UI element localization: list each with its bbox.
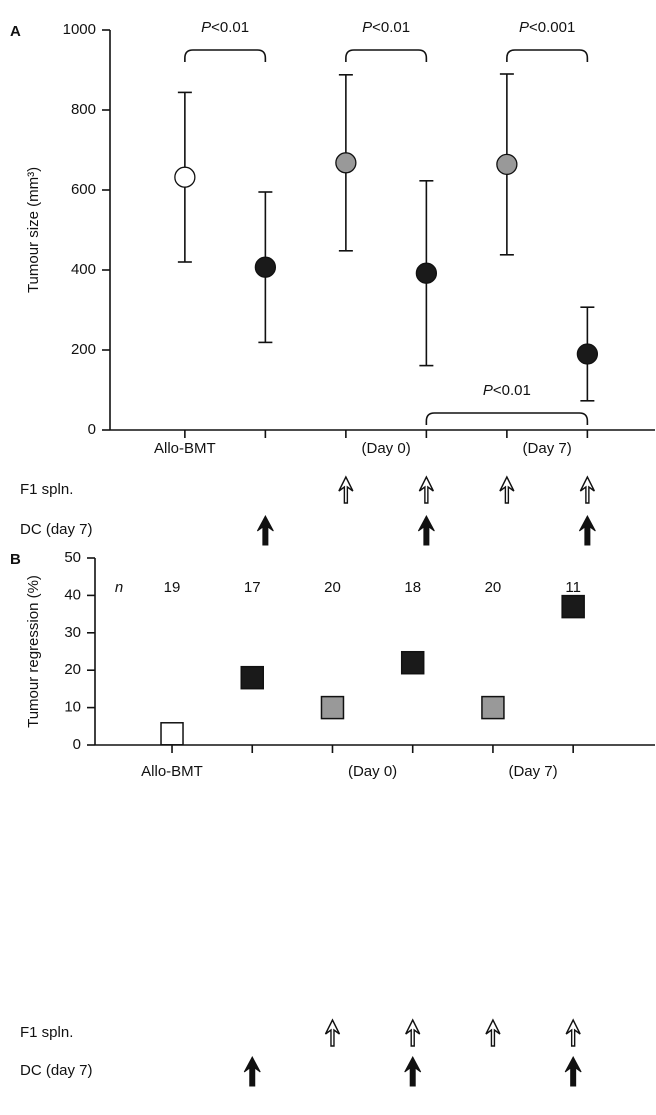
n-value: 20 bbox=[324, 579, 341, 596]
data-point bbox=[174, 166, 196, 188]
treatment-arrow bbox=[404, 1055, 422, 1087]
data-point bbox=[561, 594, 585, 619]
significance-bracket bbox=[506, 49, 589, 62]
data-point bbox=[481, 695, 505, 720]
data-point bbox=[415, 262, 438, 284]
significance-label: P<0.01 bbox=[483, 382, 531, 399]
treatment-label: F1 spln. bbox=[20, 481, 73, 498]
data-point bbox=[400, 650, 425, 675]
y-tick-label: 40 bbox=[64, 586, 81, 603]
y-tick-label: 50 bbox=[64, 549, 81, 566]
treatment-arrow bbox=[256, 514, 274, 546]
y-tick-label: 600 bbox=[71, 181, 96, 198]
y-tick-label: 10 bbox=[64, 699, 81, 716]
n-value: 19 bbox=[164, 579, 181, 596]
data-point bbox=[320, 695, 345, 720]
x-group-label: Allo-BMT bbox=[154, 440, 216, 457]
treatment-label: DC (day 7) bbox=[20, 1062, 93, 1079]
significance-label: P<0.01 bbox=[201, 19, 249, 36]
n-label: n bbox=[115, 579, 123, 596]
treatment-arrow bbox=[243, 1055, 261, 1087]
treatment-arrow bbox=[418, 475, 435, 504]
n-value: 17 bbox=[244, 579, 261, 596]
y-tick-label: 400 bbox=[71, 261, 96, 278]
x-group-label: (Day 7) bbox=[523, 440, 572, 457]
data-point bbox=[576, 343, 599, 365]
y-tick-label: 0 bbox=[88, 421, 96, 438]
data-point bbox=[240, 665, 264, 690]
treatment-arrow bbox=[324, 1018, 341, 1047]
x-group-label: (Day 0) bbox=[348, 763, 397, 780]
treatment-arrow bbox=[485, 1018, 501, 1047]
treatment-arrow bbox=[578, 514, 596, 546]
y-tick-label: 1000 bbox=[63, 21, 96, 38]
n-value: 18 bbox=[404, 579, 421, 596]
panel-letter: B bbox=[10, 551, 21, 568]
treatment-arrow bbox=[499, 475, 515, 504]
treatment-arrow bbox=[579, 475, 596, 504]
x-group-label: Allo-BMT bbox=[141, 763, 203, 780]
y-axis-title: Tumour size (mm³) bbox=[25, 167, 42, 293]
significance-label: P<0.01 bbox=[362, 19, 410, 36]
significance-bracket bbox=[184, 49, 267, 62]
significance-bracket bbox=[345, 49, 428, 62]
y-tick-label: 30 bbox=[64, 624, 81, 641]
treatment-arrow bbox=[565, 1018, 581, 1047]
significance-label: P<0.001 bbox=[519, 19, 575, 36]
treatment-label: DC (day 7) bbox=[20, 521, 93, 538]
data-point bbox=[496, 153, 518, 176]
treatment-arrow bbox=[564, 1055, 582, 1087]
data-point bbox=[160, 722, 184, 746]
treatment-arrow bbox=[405, 1018, 421, 1047]
n-value: 20 bbox=[485, 579, 502, 596]
data-point bbox=[254, 256, 277, 278]
treatment-arrow bbox=[338, 475, 354, 504]
y-tick-label: 20 bbox=[64, 661, 81, 678]
n-value: 11 bbox=[565, 579, 581, 596]
treatment-label: F1 spln. bbox=[20, 1024, 73, 1041]
treatment-arrow bbox=[417, 514, 435, 546]
data-point bbox=[335, 152, 357, 174]
significance-bracket bbox=[425, 412, 589, 425]
y-tick-label: 800 bbox=[71, 101, 96, 118]
y-tick-label: 200 bbox=[71, 341, 96, 358]
panel-letter: A bbox=[10, 23, 21, 40]
y-tick-label: 0 bbox=[73, 736, 81, 753]
y-axis-title: Tumour regression (%) bbox=[25, 575, 42, 728]
x-group-label: (Day 0) bbox=[362, 440, 411, 457]
x-group-label: (Day 7) bbox=[508, 763, 557, 780]
